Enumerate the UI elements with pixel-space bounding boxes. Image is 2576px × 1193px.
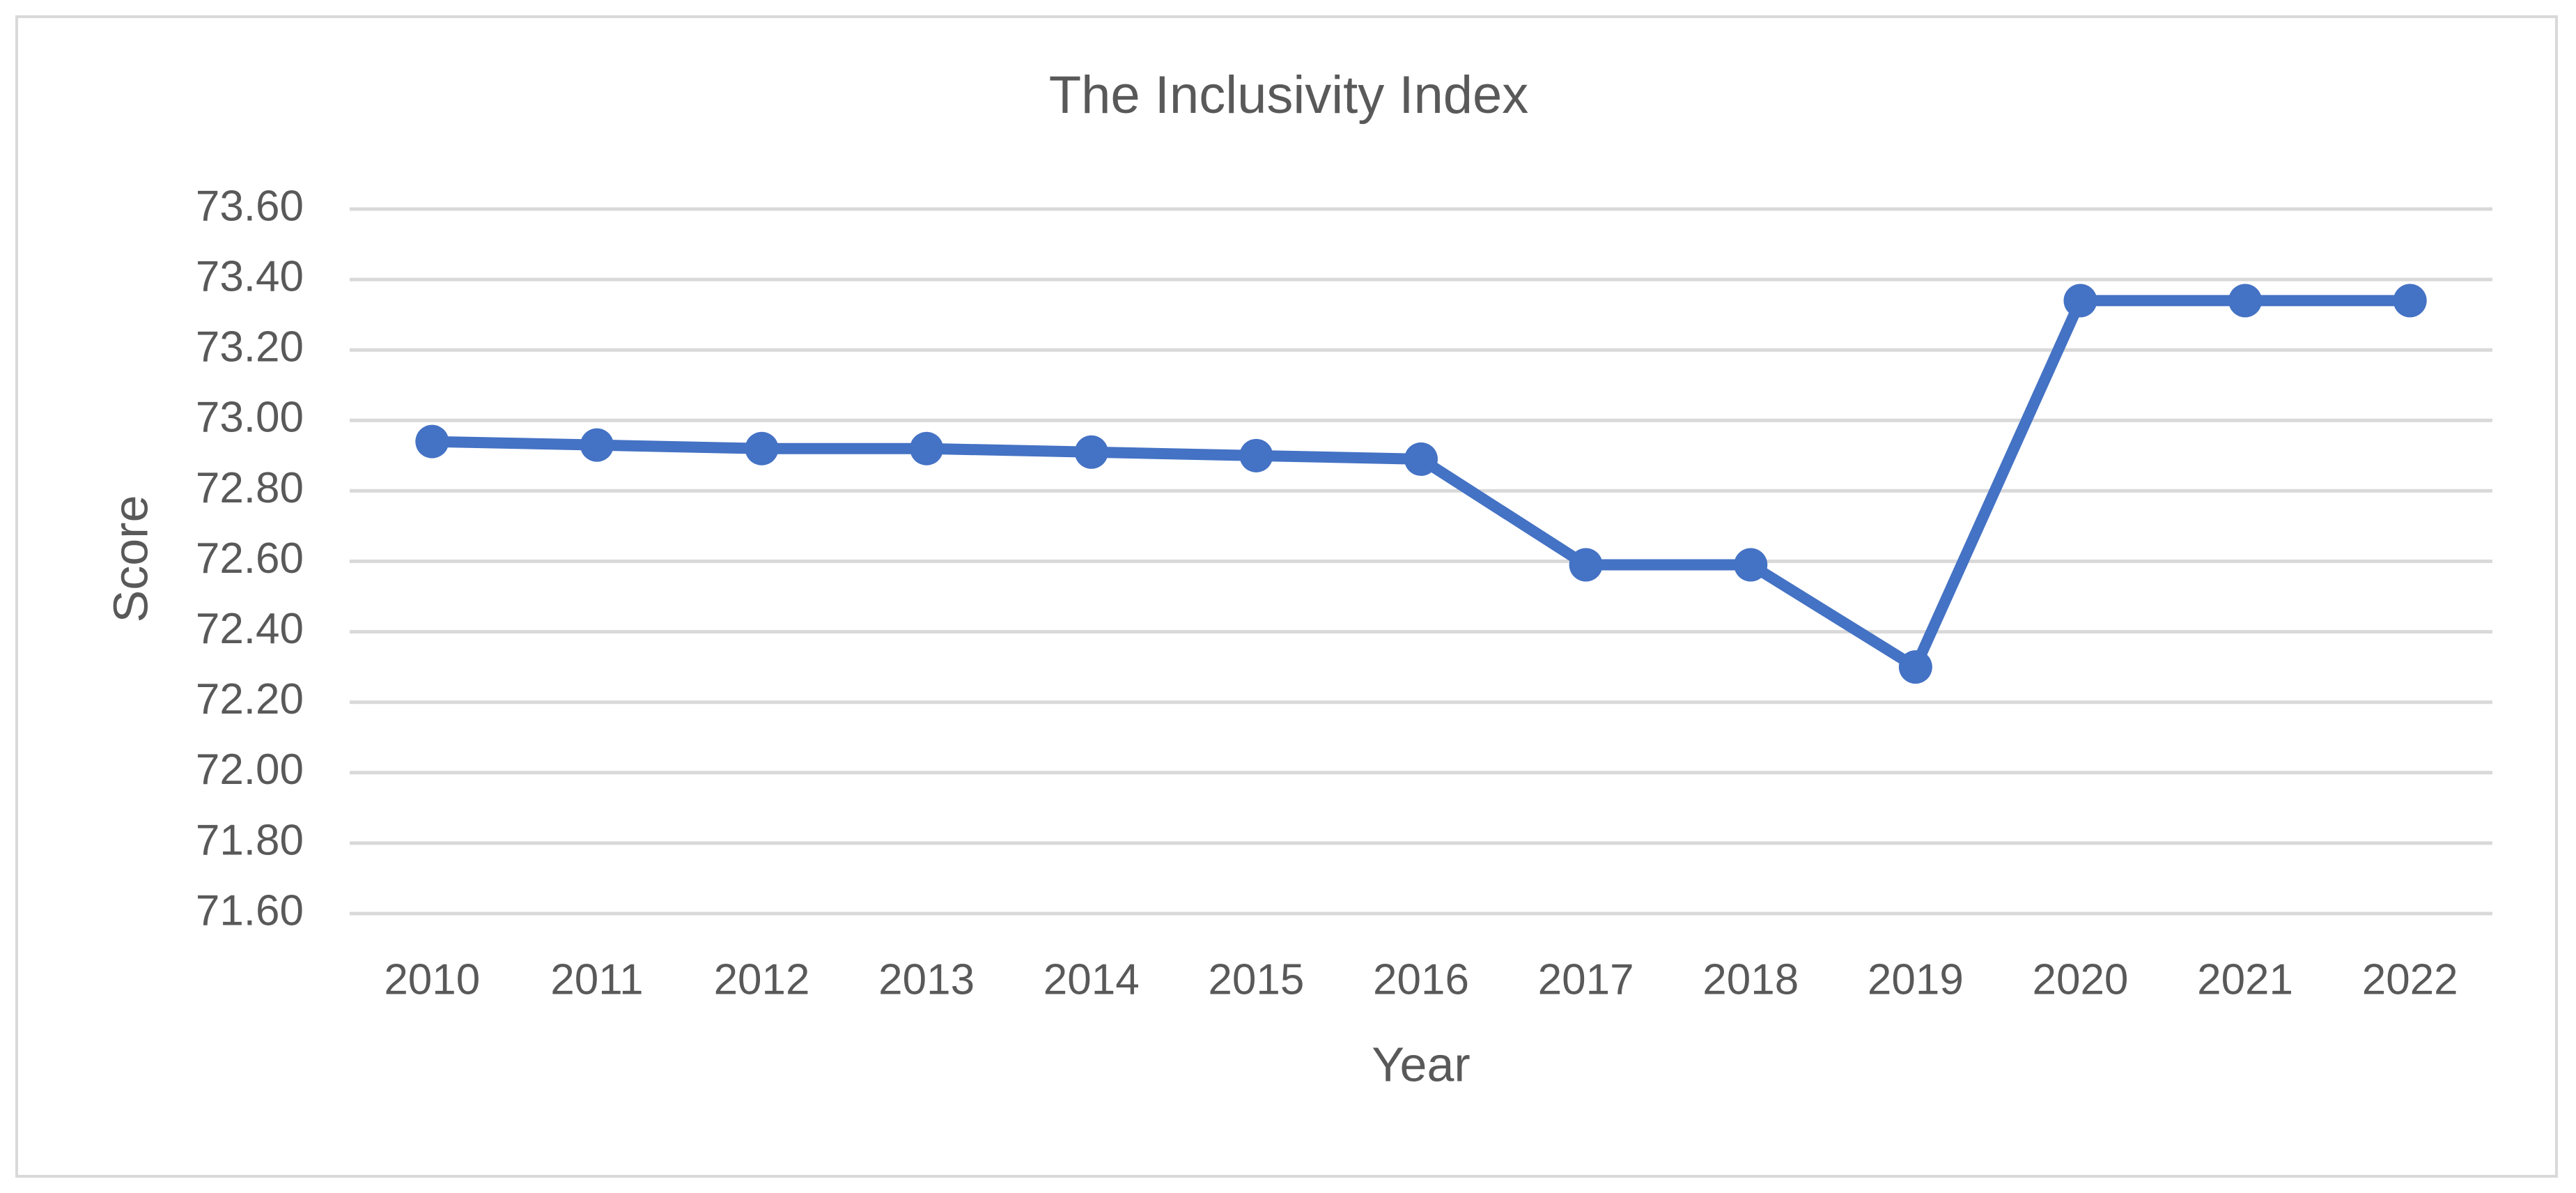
y-tick-label: 72.60 [196, 534, 304, 583]
y-tick-label: 71.80 [196, 816, 304, 864]
y-tick-label: 72.00 [196, 746, 304, 794]
data-point [1239, 438, 1273, 472]
x-tick-label: 2021 [2197, 955, 2293, 1003]
x-tick-label: 2022 [2362, 955, 2458, 1003]
y-tick-label: 72.40 [196, 605, 304, 653]
data-point [910, 431, 944, 465]
y-tick-label: 73.20 [196, 323, 304, 371]
x-tick-label: 2015 [1208, 955, 1304, 1003]
x-tick-label: 2010 [384, 955, 480, 1003]
x-tick-label: 2016 [1373, 955, 1469, 1003]
x-tick-label: 2020 [2032, 955, 2128, 1003]
y-axis-title: Score [103, 495, 157, 623]
y-tick-label: 71.60 [196, 886, 304, 934]
y-tick-label: 73.40 [196, 252, 304, 300]
x-tick-label: 2013 [878, 955, 975, 1003]
data-point [2063, 284, 2097, 318]
chart-title: The Inclusivity Index [1049, 66, 1529, 125]
data-point [415, 424, 449, 459]
x-tick-label: 2012 [714, 955, 810, 1003]
x-axis-title: Year [1372, 1037, 1470, 1091]
data-point [1569, 548, 1603, 582]
data-point [1404, 442, 1438, 476]
x-tick-label: 2019 [1868, 955, 1964, 1003]
data-point [2393, 284, 2427, 318]
y-tick-label: 73.00 [196, 394, 304, 442]
data-point [745, 431, 779, 465]
data-point [2228, 284, 2263, 318]
y-tick-label: 72.20 [196, 675, 304, 723]
y-tick-label: 72.80 [196, 464, 304, 512]
data-point [1898, 650, 1932, 684]
y-tick-label: 73.60 [196, 182, 304, 230]
data-point [1074, 435, 1108, 469]
x-tick-label: 2011 [550, 955, 643, 1003]
x-tick-label: 2018 [1702, 955, 1799, 1003]
x-tick-label: 2017 [1538, 955, 1634, 1003]
x-tick-label: 2014 [1043, 955, 1140, 1003]
data-point [1734, 548, 1768, 582]
data-point [580, 428, 614, 462]
